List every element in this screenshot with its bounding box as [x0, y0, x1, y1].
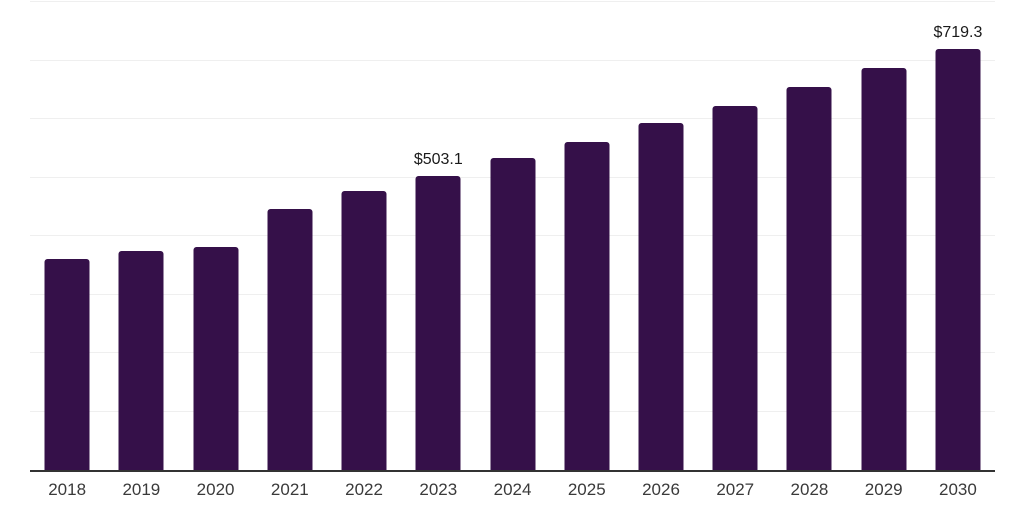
- bar-value-label-2030: $719.3: [933, 24, 983, 42]
- bar-slot: [550, 2, 624, 470]
- bar-2022: [341, 191, 387, 470]
- bar-2021: [267, 209, 313, 470]
- bar-2018: [44, 259, 90, 470]
- bar-2026: [638, 123, 684, 470]
- bar-slot: [772, 2, 846, 470]
- bar-2020: [193, 247, 239, 470]
- bar-2029: [861, 68, 907, 470]
- gridline: [30, 118, 995, 119]
- bar-slot: [104, 2, 178, 470]
- bar-2028: [786, 86, 832, 470]
- bar-slot: [847, 2, 921, 470]
- x-tick-label-2018: 2018: [48, 480, 87, 499]
- bar-slot: [475, 2, 549, 470]
- x-tick-label-2023: 2023: [419, 480, 458, 499]
- x-tick-label-2027: 2027: [716, 480, 755, 499]
- x-axis-line: [30, 470, 995, 472]
- bar-slot: [327, 2, 401, 470]
- bar-2023: [415, 175, 461, 470]
- x-tick-label-2028: 2028: [790, 480, 829, 499]
- bar-2019: [118, 250, 164, 470]
- bar-slot: $503.1: [401, 2, 475, 470]
- x-tick-label-2021: 2021: [270, 480, 309, 499]
- bar-2025: [564, 141, 610, 470]
- x-axis-labels: 2018 2019 2020 2021 2022 2023 2024 2025 2026 2027…: [30, 480, 995, 500]
- bar-value-label-2023: $503.1: [413, 150, 463, 168]
- x-tick-label-2024: 2024: [493, 480, 532, 499]
- bar-slot: [253, 2, 327, 470]
- bar-slot: [624, 2, 698, 470]
- bar-slot: [178, 2, 252, 470]
- x-tick-label-2030: 2030: [939, 480, 977, 499]
- x-tick-label-2020: 2020: [196, 480, 235, 499]
- bar-2030: [935, 49, 981, 470]
- bar-slot: [698, 2, 772, 470]
- x-tick-label-2029: 2029: [864, 480, 903, 499]
- x-tick-label-2022: 2022: [345, 480, 383, 499]
- bars-container: $503.1 $719.3: [30, 2, 995, 470]
- x-tick-label-2019: 2019: [122, 480, 161, 499]
- plot-area: $503.1 $719.3: [30, 1, 995, 472]
- gridline: [30, 1, 995, 2]
- bar-slot: [30, 2, 104, 470]
- bar-slot: $719.3: [921, 2, 995, 470]
- bar-2027: [712, 105, 758, 470]
- gridline: [30, 59, 995, 61]
- bar-2024: [490, 158, 536, 470]
- x-tick-label-2026: 2026: [642, 480, 680, 499]
- x-tick-label-2025: 2025: [567, 480, 606, 499]
